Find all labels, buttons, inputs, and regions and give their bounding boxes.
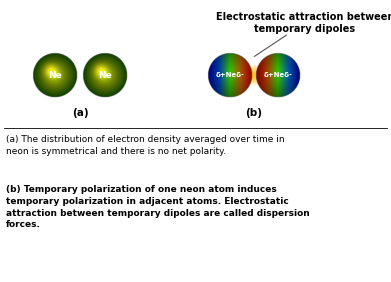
Text: Ne: Ne — [98, 70, 112, 80]
Text: Electrostatic attraction between
temporary dipoles: Electrostatic attraction between tempora… — [216, 12, 391, 56]
Text: (b): (b) — [246, 108, 262, 118]
Text: δ+Neδ-: δ+Neδ- — [264, 72, 292, 78]
Text: Ne: Ne — [48, 70, 62, 80]
Text: (a) The distribution of electron density averaged over time in
neon is symmetric: (a) The distribution of electron density… — [6, 135, 285, 156]
Text: (b) Temporary polarization of one neon atom induces
temporary polarization in ad: (b) Temporary polarization of one neon a… — [6, 185, 310, 229]
Text: δ+Neδ-: δ+Neδ- — [215, 72, 244, 78]
Text: (a): (a) — [72, 108, 88, 118]
